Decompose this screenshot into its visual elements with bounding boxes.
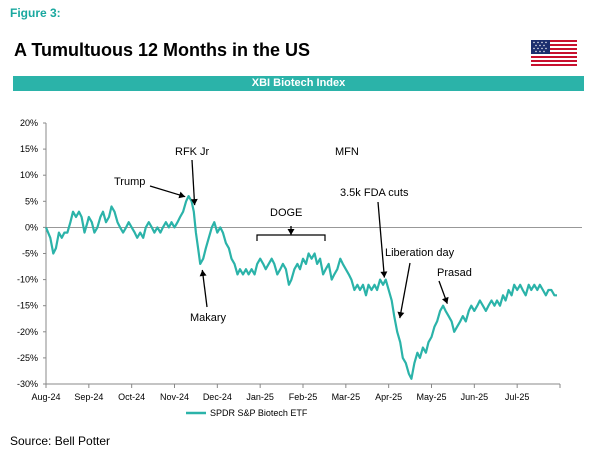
figure-label: Figure 3:: [10, 6, 61, 20]
x-tick-label: Dec-24: [203, 392, 232, 402]
annotation-arrowhead: [397, 311, 405, 319]
y-tick-label: -5%: [22, 249, 38, 259]
x-tick-label: Apr-25: [375, 392, 402, 402]
y-tick-label: 15%: [20, 144, 38, 154]
legend-label: SPDR S&P Biotech ETF: [210, 408, 308, 418]
annotation-label: Trump: [114, 176, 145, 188]
annotation-label: Liberation day: [385, 247, 455, 259]
annotation-arrow: [201, 269, 208, 308]
doge-bracket: [256, 234, 326, 241]
line-chart: 20% 15% 10% 5% 0% -5% -10% -15% -20% -25% -30% Aug-…: [17, 118, 582, 418]
x-tick-label: Oct-24: [118, 392, 145, 402]
x-tick-label: Feb-25: [289, 392, 318, 402]
annotation-label: MFN: [335, 146, 359, 158]
annotation-label: RFK Jr: [175, 146, 210, 158]
annotation-label: 3.5k FDA cuts: [340, 187, 409, 199]
x-tick-label: Aug-24: [31, 392, 60, 402]
annotation-arrowhead: [441, 296, 449, 304]
x-tick-label: Jun-25: [461, 392, 489, 402]
annotation-label: Makary: [190, 312, 227, 324]
x-tick-label: Jan-25: [246, 392, 274, 402]
series-line: [44, 195, 557, 380]
annotation-arrowhead: [287, 229, 295, 235]
annotation-arrowhead: [178, 191, 186, 199]
x-tick-label: Sep-24: [74, 392, 103, 402]
x-tick-label: Jul-25: [505, 392, 530, 402]
x-tick-label: Mar-25: [332, 392, 361, 402]
y-tick-label: -25%: [17, 353, 38, 363]
annotation-arrow: [377, 201, 386, 278]
y-tick-label: 0%: [25, 222, 38, 232]
annotation-arrow: [399, 262, 411, 319]
annotation-label: Prasad: [437, 267, 472, 279]
y-tick-label: -10%: [17, 275, 38, 285]
y-tick-label: -15%: [17, 301, 38, 311]
us-flag-icon: [531, 40, 577, 66]
y-tick-label: 5%: [25, 196, 38, 206]
annotation-arrow: [191, 159, 196, 206]
y-tick-label: 20%: [20, 118, 38, 128]
source-note: Source: Bell Potter: [10, 434, 111, 448]
annotation-arrowhead: [190, 198, 198, 206]
y-tick-label: -20%: [17, 327, 38, 337]
annotation-arrow: [149, 185, 186, 198]
annotation-arrowhead: [199, 269, 207, 277]
y-tick-label: -30%: [17, 379, 38, 389]
page-title: A Tumultuous 12 Months in the US: [14, 40, 310, 60]
y-tick-label: 10%: [20, 170, 38, 180]
x-tick-label: May-25: [416, 392, 446, 402]
chart-header-bar: XBI Biotech Index: [13, 76, 584, 91]
annotation-label: DOGE: [270, 207, 302, 219]
x-tick-label: Nov-24: [160, 392, 189, 402]
annotation-arrowhead: [380, 271, 388, 278]
